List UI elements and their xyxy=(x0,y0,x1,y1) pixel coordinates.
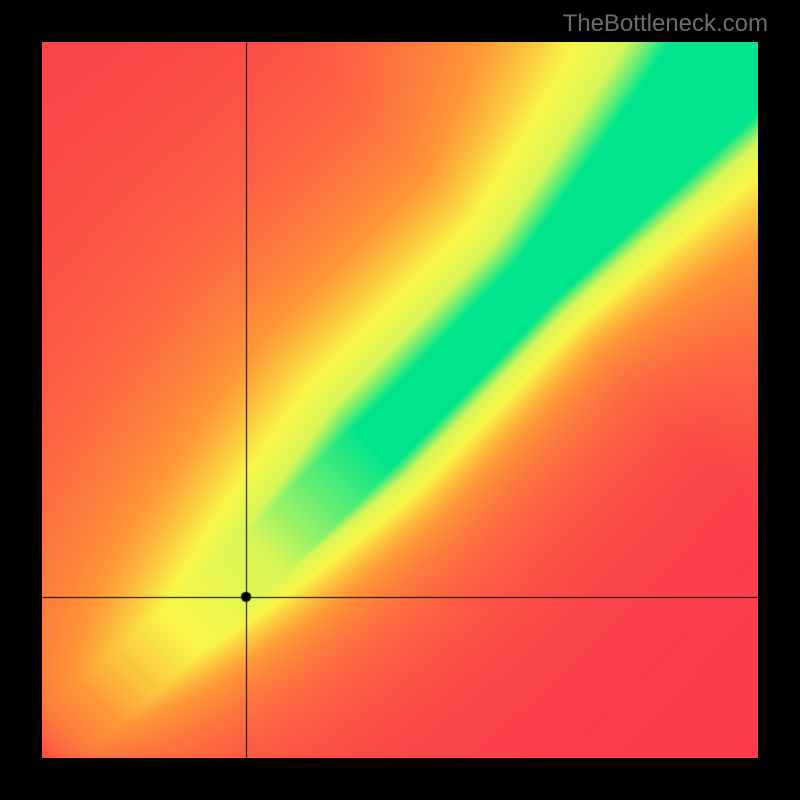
bottleneck-heatmap xyxy=(42,42,758,758)
watermark-text: TheBottleneck.com xyxy=(563,10,768,38)
chart-container: TheBottleneck.com xyxy=(0,0,800,800)
